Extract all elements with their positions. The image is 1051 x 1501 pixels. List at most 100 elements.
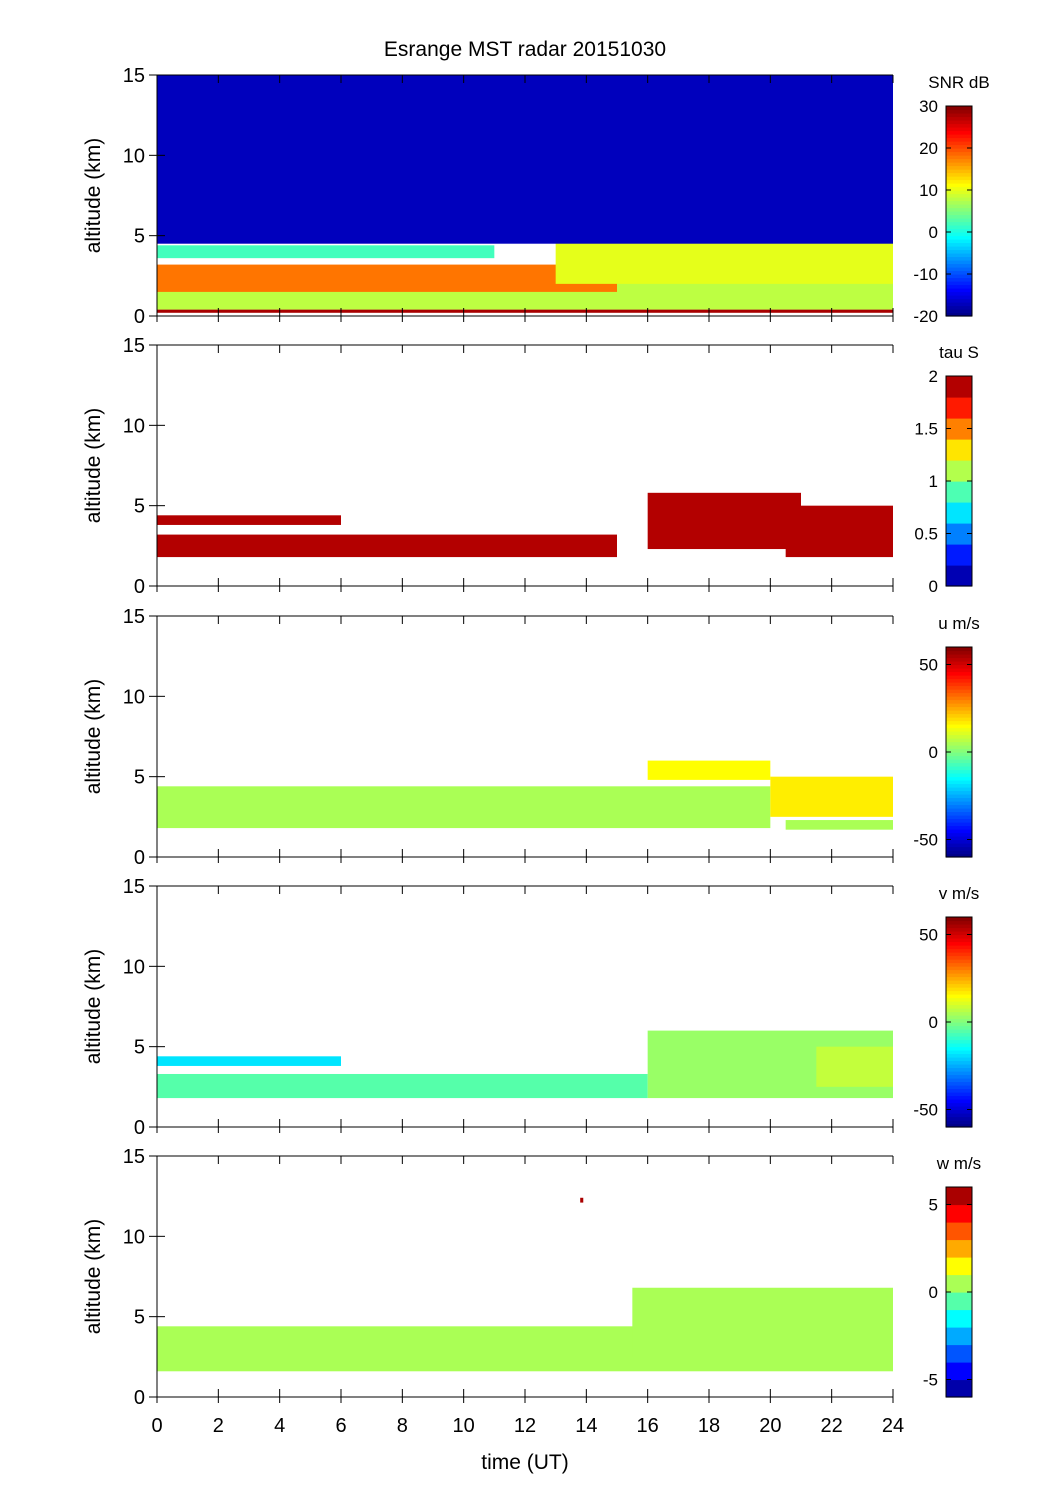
colorbar-tick-label: 0 [929,1013,938,1032]
colorbar-segment [946,158,972,163]
y-tick-label: 0 [134,1387,145,1409]
colorbar-segment [946,165,972,170]
colorbar-segment [946,1029,972,1034]
colorbar-segment [946,1081,972,1086]
colorbar-segment [946,675,972,680]
data-layer-0 [157,786,771,829]
colorbar-tick-label: 0 [929,577,938,596]
x-tick-label: 14 [575,1415,597,1437]
colorbar-segment [946,654,972,659]
y-tick-label: 0 [134,1117,145,1139]
colorbar-segment [946,151,972,156]
colorbar: -50 0 50 v m/s [913,884,979,1128]
y-tick-label: 5 [134,496,145,518]
colorbar-segment [946,1095,972,1100]
colorbar-title: u m/s [938,614,980,633]
colorbar-segment [946,1085,972,1090]
colorbar-segment [946,997,972,1002]
colorbar-segment [946,1046,972,1051]
colorbar: -50 0 50 u m/s [913,614,980,858]
colorbar-segment [946,917,972,922]
colorbar-segment [946,281,972,286]
colorbar-segment [946,703,972,708]
colorbar-segment [946,113,972,118]
colorbar-segment [946,678,972,683]
colorbar-segment [946,130,972,135]
colorbar-title: tau S [939,343,979,362]
colorbar-segment [946,1327,972,1346]
colorbar-tick-label: 10 [919,181,938,200]
colorbar-segment [946,671,972,676]
colorbar-segment [946,924,972,929]
colorbar-segment [946,1057,972,1062]
colorbar-tick-label: -20 [913,307,938,326]
colorbar-segment [946,204,972,209]
colorbar-tick-label: 2 [929,367,938,386]
x-tick-label: 0 [151,1415,162,1437]
data-layer-1 [647,760,771,780]
colorbar-segment [946,815,972,820]
colorbar-segment [946,186,972,191]
colorbar-segment [946,162,972,167]
y-tick-label: 15 [123,65,145,87]
colorbar-segment [946,1109,972,1114]
data-layer-1 [157,534,617,558]
y-tick-label: 5 [134,1307,145,1329]
colorbar-segment [946,657,972,662]
y-tick-label: 0 [134,306,145,328]
colorbar-segment [946,291,972,296]
colorbar-tick-label: 5 [929,1196,938,1215]
colorbar-segment [946,668,972,673]
data-layer-4 [555,235,893,284]
colorbar-segment [946,239,972,244]
colorbar-segment [946,1102,972,1107]
colorbar-segment [946,689,972,694]
data-layer-2 [770,776,893,817]
colorbar-title: w m/s [936,1154,981,1173]
colorbar-segment [946,1022,972,1027]
colorbar-segment [946,745,972,750]
colorbar-segment [946,1092,972,1097]
colorbar-segment [946,794,972,799]
colorbar-segment [946,1362,972,1381]
colorbar-segment [946,829,972,834]
colorbar-segment [946,1074,972,1079]
colorbar-segment [946,769,972,774]
colorbar-segment [946,762,972,767]
colorbar-segment [946,134,972,139]
colorbar-tick-label: -50 [913,1101,938,1120]
data-layer-0 [157,515,341,525]
colorbar-segment [946,945,972,950]
colorbar-segment [946,263,972,268]
colorbar-segment [946,850,972,855]
x-tick-label: 20 [759,1415,781,1437]
colorbar-tick-label: 50 [919,926,938,945]
colorbar-segment [946,1067,972,1072]
colorbar-segment [946,179,972,184]
colorbar-segment [946,973,972,978]
colorbar-segment [946,221,972,226]
colorbar-segment [946,1050,972,1055]
colorbar-segment [946,843,972,848]
colorbar-segment [946,116,972,121]
colorbar-segment [946,305,972,310]
colorbar-segment [946,966,972,971]
colorbar-segment [946,155,972,160]
figure-title: Esrange MST radar 20151030 [384,38,666,61]
colorbar-segment [946,804,972,809]
colorbar-segment [946,724,972,729]
colorbar-segment [946,284,972,289]
colorbar-segment [946,418,972,440]
colorbar-segment [946,836,972,841]
colorbar-segment [946,755,972,760]
colorbar-segment [946,846,972,851]
colorbar-segment [946,699,972,704]
colorbar-tick-label: 30 [919,97,938,116]
colorbar-segment [946,1274,972,1293]
colorbar-segment [946,260,972,265]
colorbar-segment [946,994,972,999]
y-tick-label: 10 [123,1226,145,1248]
colorbar-segment [946,920,972,925]
x-tick-label: 4 [274,1415,285,1437]
